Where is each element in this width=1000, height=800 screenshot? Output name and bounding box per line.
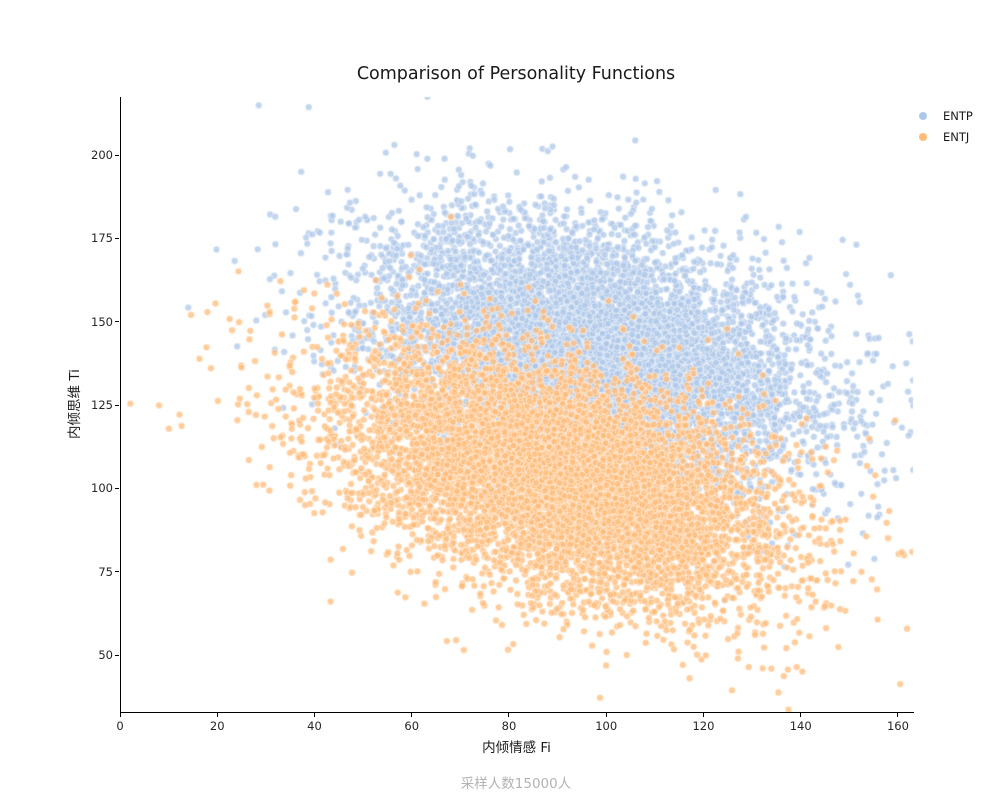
legend-label-entp: ENTP [943, 108, 973, 123]
y-tick-mark [115, 237, 119, 239]
x-tick-mark [897, 713, 899, 717]
x-tick-mark [800, 713, 802, 717]
x-tick-label: 140 [789, 719, 812, 733]
x-tick-label: 60 [404, 719, 420, 733]
y-tick-mark [115, 321, 119, 323]
x-tick-mark [605, 713, 607, 717]
y-tick-label: 100 [91, 481, 113, 496]
y-tick-mark [115, 154, 119, 156]
y-axis-label: 内倾思维 Ti [67, 369, 83, 439]
x-tick-mark [119, 713, 121, 717]
x-tick-mark [313, 713, 315, 717]
x-tick-label: 20 [209, 719, 225, 733]
x-axis-label: 内倾情感 Fi [482, 740, 551, 756]
legend-label-entj: ENTJ [943, 129, 970, 144]
y-tick-label: 125 [91, 398, 113, 412]
legend-item-entj: ENTJ [919, 126, 973, 147]
y-tick-mark [115, 487, 119, 489]
x-tick-label: 120 [692, 719, 715, 733]
x-tick-label: 80 [501, 719, 517, 733]
sample-size-caption: 采样人数15000人 [460, 776, 572, 792]
x-tick-label: 40 [307, 719, 322, 733]
x-tick-label: 160 [886, 719, 909, 733]
y-tick-mark [115, 571, 119, 573]
legend-marker-entp-icon [919, 111, 927, 120]
legend-marker-entj-icon [919, 132, 927, 141]
y-tick-mark [115, 654, 119, 656]
y-tick-label: 150 [91, 314, 113, 329]
x-tick-mark [702, 713, 704, 717]
x-axis-spine [120, 712, 914, 713]
y-tick-label: 175 [91, 231, 113, 246]
x-tick-mark [411, 713, 413, 717]
chart-title: Comparison of Personality Functions [356, 64, 676, 84]
y-tick-label: 200 [91, 148, 113, 162]
legend: ENTP ENTJ [919, 105, 973, 147]
y-tick-mark [115, 404, 119, 406]
x-tick-label: 0 [116, 719, 124, 733]
y-tick-label: 75 [98, 564, 113, 579]
y-tick-label: 50 [98, 648, 113, 662]
legend-item-entp: ENTP [919, 105, 973, 126]
y-axis-spine [120, 97, 121, 712]
x-tick-label: 100 [595, 719, 618, 733]
x-tick-mark [216, 713, 218, 717]
x-tick-mark [508, 713, 510, 717]
